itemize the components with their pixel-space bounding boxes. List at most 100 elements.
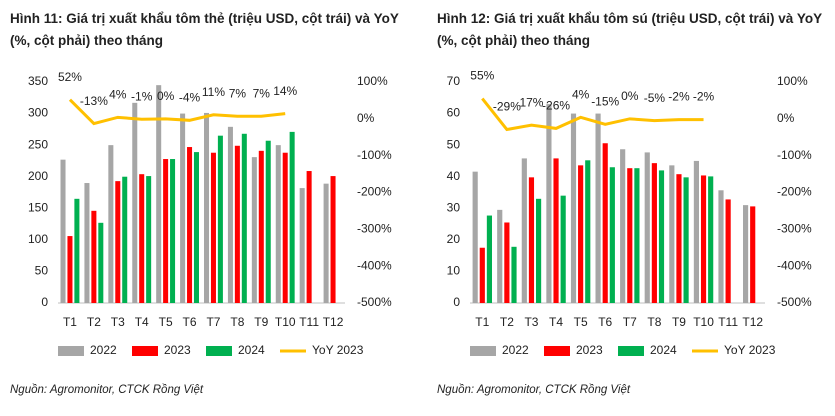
- data-label: -1%: [131, 89, 153, 103]
- bar: [497, 209, 503, 303]
- bar: [265, 140, 271, 303]
- legend-swatch: [206, 346, 232, 356]
- bar: [330, 176, 336, 303]
- legend-swatch: [58, 346, 84, 356]
- legend-swatch: [470, 346, 496, 356]
- y-tick-label: 50: [35, 264, 49, 278]
- data-label: 14%: [273, 84, 297, 98]
- data-label: -2%: [668, 90, 690, 104]
- bar: [609, 167, 615, 303]
- x-tick-label: T1: [475, 315, 489, 329]
- data-label: 52%: [58, 70, 82, 84]
- x-tick-label: T4: [135, 315, 149, 329]
- bar: [258, 150, 264, 303]
- bar: [676, 174, 682, 303]
- y-tick-label: 70: [447, 74, 461, 88]
- bar: [193, 152, 199, 303]
- bar: [725, 199, 731, 303]
- bar: [658, 170, 665, 303]
- bar: [163, 159, 169, 303]
- y-tick-label: 350: [28, 74, 48, 88]
- bar: [323, 183, 329, 303]
- data-label: -2%: [693, 90, 715, 104]
- data-label: 4%: [572, 88, 590, 102]
- bar: [472, 171, 478, 303]
- y2-tick-label: -300%: [777, 222, 812, 236]
- data-label: -26%: [542, 99, 570, 113]
- x-tick-label: T6: [598, 315, 612, 329]
- x-tick-label: T2: [87, 315, 101, 329]
- chart: 0 50 100 150 200 250 300 350 -500% -400% -300% -200…: [28, 70, 392, 357]
- y-tick-label: 0: [453, 295, 460, 309]
- bar: [486, 215, 493, 303]
- chart-panel: Hình 11: Giá trị xuất khẩu tôm thẻ (triệ…: [10, 0, 410, 416]
- bar: [251, 157, 257, 303]
- x-tick-label: T11: [718, 315, 738, 329]
- bar: [108, 145, 114, 303]
- data-label: -4%: [179, 90, 201, 104]
- x-tick-label: T8: [230, 315, 244, 329]
- y-tick-label: 200: [28, 169, 48, 183]
- bar: [750, 206, 756, 303]
- bar: [98, 222, 104, 303]
- x-tick-label: T2: [500, 315, 514, 329]
- y-tick-label: 40: [447, 169, 461, 183]
- y2-tick-label: -500%: [777, 295, 812, 309]
- y2-tick-label: -100%: [357, 148, 392, 162]
- x-tick-label: T3: [524, 315, 538, 329]
- legend-swatch: [132, 346, 158, 356]
- bar: [479, 247, 485, 303]
- data-label: 0%: [157, 89, 175, 103]
- bar: [74, 198, 80, 303]
- x-tick-label: T7: [623, 315, 637, 329]
- bar: [718, 190, 724, 303]
- legend-label: 2022: [502, 343, 529, 357]
- x-tick-label: T5: [159, 315, 173, 329]
- y-tick-label: 150: [28, 200, 48, 214]
- y-tick-label: 10: [447, 264, 461, 278]
- bar: [306, 171, 312, 303]
- data-label: -5%: [644, 91, 666, 105]
- bar: [620, 149, 626, 303]
- x-tick-label: T7: [206, 315, 220, 329]
- x-tick-label: T6: [183, 315, 197, 329]
- data-label: -29%: [493, 100, 521, 114]
- bar: [570, 113, 577, 303]
- bar: [122, 176, 128, 303]
- chart-title: Hình 11: Giá trị xuất khẩu tôm thẻ (triệ…: [10, 11, 399, 48]
- bar: [693, 160, 699, 303]
- bar: [708, 176, 714, 303]
- x-tick-label: T9: [254, 315, 268, 329]
- data-label: 55%: [470, 69, 494, 83]
- data-label: 4%: [109, 88, 127, 102]
- bar: [504, 222, 510, 303]
- x-tick-label: T10: [275, 315, 296, 329]
- bar: [536, 198, 542, 303]
- bar: [67, 236, 73, 303]
- bar: [132, 102, 138, 303]
- y-tick-label: 250: [28, 137, 48, 151]
- bar: [578, 165, 584, 303]
- bar: [217, 135, 223, 303]
- legend-label: 2022: [90, 343, 117, 357]
- data-label: 11%: [202, 85, 225, 99]
- bar: [742, 205, 749, 303]
- x-tick-label: T8: [647, 315, 661, 329]
- legend-label: 2024: [650, 343, 677, 357]
- x-tick-label: T12: [742, 315, 763, 329]
- bar: [204, 112, 210, 303]
- bar: [187, 147, 193, 303]
- bar: [553, 158, 559, 303]
- bar: [91, 210, 97, 303]
- bar: [627, 168, 633, 303]
- chart-title: Hình 12: Giá trị xuất khẩu tôm sú (triệu…: [437, 11, 822, 48]
- x-tick-label: T9: [672, 315, 686, 329]
- legend-label: YoY 2023: [312, 343, 364, 357]
- bar: [511, 246, 517, 303]
- y-tick-label: 100: [28, 232, 48, 246]
- legend-swatch: [618, 346, 644, 356]
- y2-tick-label: -200%: [777, 185, 812, 199]
- bar: [210, 152, 216, 303]
- bar: [669, 165, 675, 303]
